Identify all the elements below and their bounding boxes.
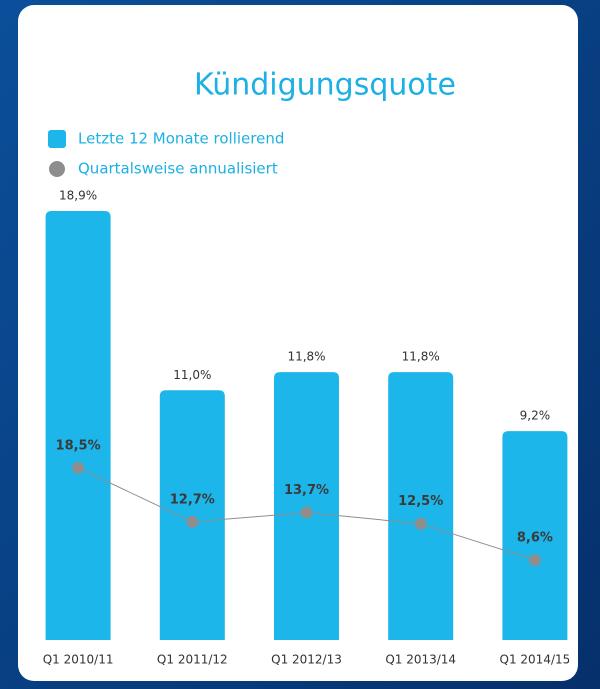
line-point [186, 515, 199, 528]
bar-value-label: 11,8% [402, 350, 440, 364]
chart-title: Kündigungsquote [194, 68, 456, 103]
legend-label: Letzte 12 Monate rollierend [78, 130, 284, 148]
legend-swatch [49, 161, 65, 177]
x-tick-label: Q1 2011/12 [157, 653, 228, 667]
bar-value-label: 18,9% [59, 188, 97, 202]
x-tick-label: Q1 2012/13 [271, 653, 342, 667]
line-value-label: 18,5% [56, 438, 101, 453]
line-point [528, 553, 541, 566]
bar [502, 431, 568, 640]
x-tick-label: Q1 2013/14 [385, 653, 456, 667]
bar-value-label: 11,8% [287, 350, 325, 364]
x-tick-label: Q1 2014/15 [500, 653, 571, 667]
line-value-label: 13,7% [284, 483, 329, 498]
bar [388, 372, 454, 640]
legend-swatch [48, 130, 66, 148]
x-tick-label: Q1 2010/11 [43, 653, 114, 667]
line-point [72, 461, 85, 474]
bar [159, 390, 225, 640]
line-value-label: 12,7% [170, 492, 215, 507]
line-value-label: 12,5% [398, 494, 443, 509]
line-point [414, 517, 427, 530]
bar-value-label: 11,0% [173, 368, 211, 382]
line-value-label: 8,6% [517, 530, 553, 545]
line-point [300, 506, 313, 519]
legend-label: Quartalsweise annualisiert [78, 160, 278, 178]
bar-value-label: 9,2% [520, 409, 551, 423]
bar [45, 210, 111, 640]
bar [274, 372, 339, 640]
